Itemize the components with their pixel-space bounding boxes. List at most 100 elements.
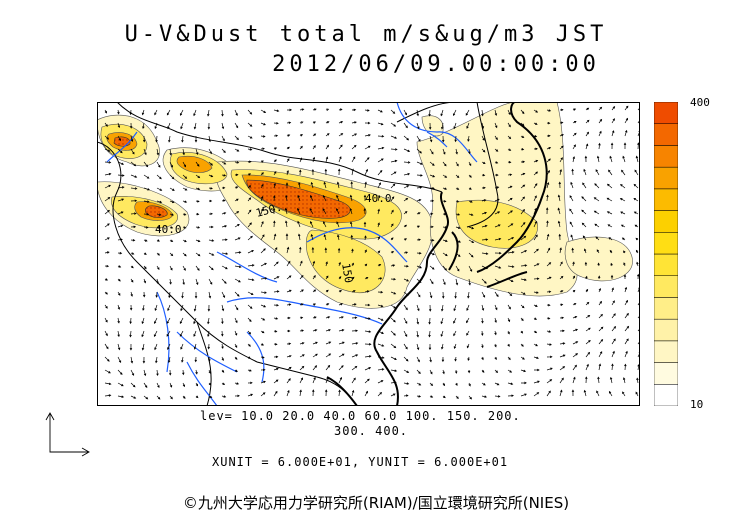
wind-vector [195, 265, 200, 271]
wind-vector [104, 330, 108, 337]
wind-vector [143, 239, 148, 242]
wind-vector [286, 121, 292, 124]
wind-vector [377, 317, 384, 321]
wind-vector [609, 155, 613, 163]
wind-vector [351, 354, 359, 358]
wind-vector [310, 233, 314, 241]
wind-vector [520, 135, 525, 138]
wind-vector [507, 173, 513, 176]
wind-vector [633, 211, 639, 215]
wind-vector [572, 341, 579, 345]
wind-vector [234, 173, 239, 177]
wind-vector [403, 304, 408, 311]
wind-vector [364, 168, 368, 176]
wind-vector [533, 248, 539, 254]
wind-vector [596, 390, 600, 397]
wind-vector [299, 303, 304, 306]
wind-vector [559, 366, 566, 371]
wind-vector [481, 224, 488, 228]
wind-vector [455, 239, 461, 243]
wind-vector [325, 316, 331, 319]
wind-vector [193, 109, 197, 117]
wind-vector [377, 368, 385, 371]
wind-vector [142, 356, 146, 364]
wind-vector [166, 330, 171, 337]
wind-vector [234, 135, 239, 141]
wind-vector [117, 356, 122, 363]
wind-vector [507, 343, 510, 347]
wind-vector [234, 186, 239, 189]
wind-vector [180, 304, 184, 312]
wind-vector [104, 278, 109, 281]
wind-vector [143, 187, 150, 191]
wind-vector [468, 252, 474, 258]
wind-vector [559, 157, 563, 163]
wind-vector [363, 194, 367, 202]
wind-vector [208, 199, 213, 203]
wind-vector [520, 291, 526, 295]
wind-vector [195, 161, 200, 167]
wind-vector [179, 317, 184, 324]
wind-vector [312, 341, 318, 345]
wind-vector [155, 135, 158, 143]
wind-vector [273, 342, 278, 346]
wind-vector [141, 330, 145, 338]
wind-vector [195, 395, 199, 399]
wind-vector [130, 369, 135, 376]
wind-vector [452, 109, 457, 117]
wind-vector [581, 196, 587, 202]
wind-vector [390, 223, 394, 228]
wind-vector [299, 329, 305, 332]
wind-vector [442, 199, 447, 203]
wind-vector [247, 317, 252, 322]
wind-vector [416, 122, 420, 130]
wind-vector [377, 264, 382, 267]
wind-vector [571, 389, 575, 397]
wind-vector [312, 133, 317, 137]
wind-vector [585, 351, 591, 358]
wind-vector [260, 109, 267, 113]
wind-vector [234, 343, 238, 348]
wind-vector [569, 195, 574, 202]
wind-vector [299, 289, 304, 293]
wind-vector [481, 395, 488, 398]
colorbar-swatch [654, 123, 678, 146]
wind-vector [312, 376, 316, 384]
wind-vector [403, 394, 409, 397]
wind-vector [234, 382, 240, 385]
wind-vector [351, 316, 358, 319]
wind-vector [520, 160, 526, 164]
wind-vector [338, 389, 341, 397]
wind-vector [377, 195, 381, 202]
wind-vector [104, 172, 112, 176]
wind-vector [455, 382, 458, 386]
wind-vector [455, 148, 458, 155]
wind-vector [481, 291, 486, 298]
wind-vector [416, 291, 421, 298]
wind-vector [182, 148, 185, 156]
wind-vector [364, 367, 372, 371]
wind-vector [312, 365, 318, 371]
wind-vector [364, 390, 368, 397]
wind-vector [247, 197, 252, 202]
wind-vector [453, 317, 457, 324]
wind-vector [442, 369, 445, 375]
wind-vector [428, 109, 431, 117]
wind-vector [585, 301, 590, 306]
wind-vector [636, 273, 640, 280]
wind-vector [597, 275, 601, 280]
wind-vector [364, 303, 371, 307]
wind-vector [208, 225, 214, 229]
wind-vector [559, 275, 564, 280]
wind-vector [104, 197, 111, 202]
wind-vector [363, 221, 367, 228]
wind-vector [610, 262, 613, 267]
wind-vector [468, 148, 471, 155]
wind-vector [585, 119, 590, 124]
wind-vector [455, 161, 459, 167]
wind-vector [494, 317, 497, 323]
wind-vector [572, 108, 577, 111]
wind-vector [299, 365, 305, 371]
wind-vector [143, 174, 150, 179]
wind-vector [620, 184, 626, 189]
